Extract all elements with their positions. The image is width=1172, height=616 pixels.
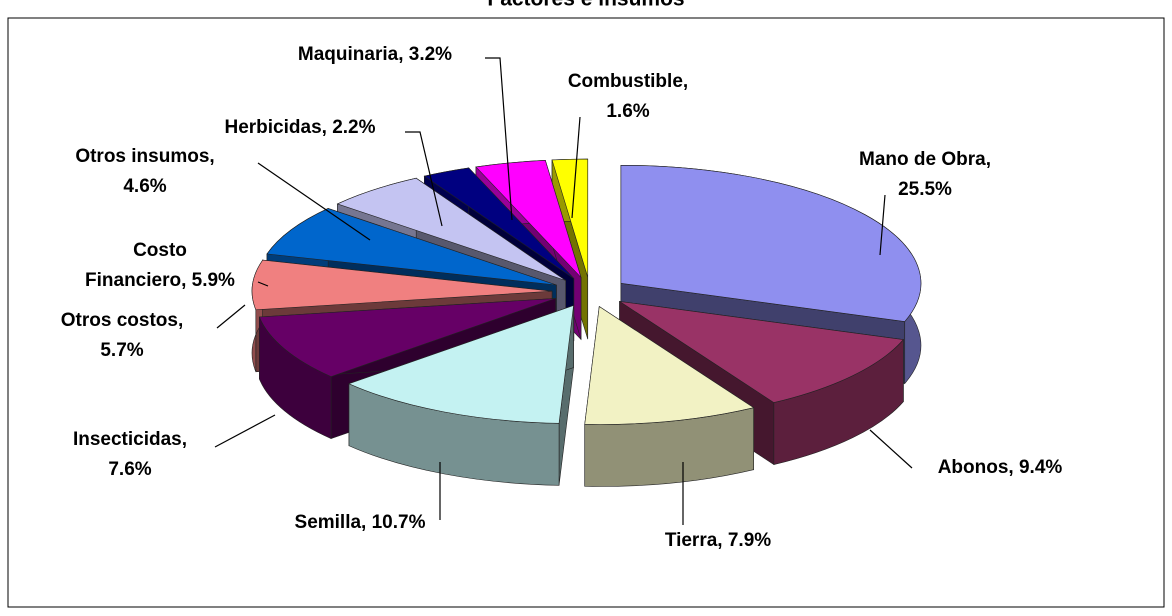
data-label: Combustible, 1.6%: [568, 71, 688, 122]
slice-top: [423, 167, 575, 279]
leader-line: [879, 194, 886, 256]
data-label: Otros insumos, 4.6%: [75, 146, 214, 197]
leader-line: [214, 414, 276, 448]
chart-title: Factores e insumos: [487, 0, 684, 11]
leader-line: [216, 304, 246, 329]
slice-top: [336, 177, 566, 281]
leader-line: [485, 57, 513, 221]
slice-top: [551, 158, 589, 278]
slice-top: [619, 301, 904, 403]
data-label: Herbicidas, 2.2%: [224, 117, 375, 138]
data-label: Abonos, 9.4%: [938, 457, 1063, 478]
leader-line: [571, 116, 581, 219]
slice-top: [620, 165, 922, 322]
data-label: Semilla, 10.7%: [295, 512, 426, 533]
leader-line: [869, 429, 913, 469]
slice-top: [475, 160, 582, 278]
pie-slice: [348, 305, 574, 486]
data-label: Otros costos, 5.7%: [61, 310, 183, 361]
leader-line: [257, 281, 269, 287]
data-label: Insecticidas, 7.6%: [73, 429, 187, 480]
data-label: Maquinaria, 3.2%: [298, 44, 452, 65]
slice-top: [251, 259, 553, 311]
leader-line: [405, 131, 443, 227]
slice-top: [258, 298, 556, 377]
data-label: Tierra, 7.9%: [665, 530, 771, 551]
slice-top: [348, 305, 574, 424]
leader-line: [257, 162, 371, 241]
slice-top: [584, 305, 755, 425]
pie-slice: [584, 305, 755, 487]
data-label: Costo Financiero, 5.9%: [85, 240, 235, 291]
data-label: Mano de Obra, 25.5%: [859, 149, 991, 200]
